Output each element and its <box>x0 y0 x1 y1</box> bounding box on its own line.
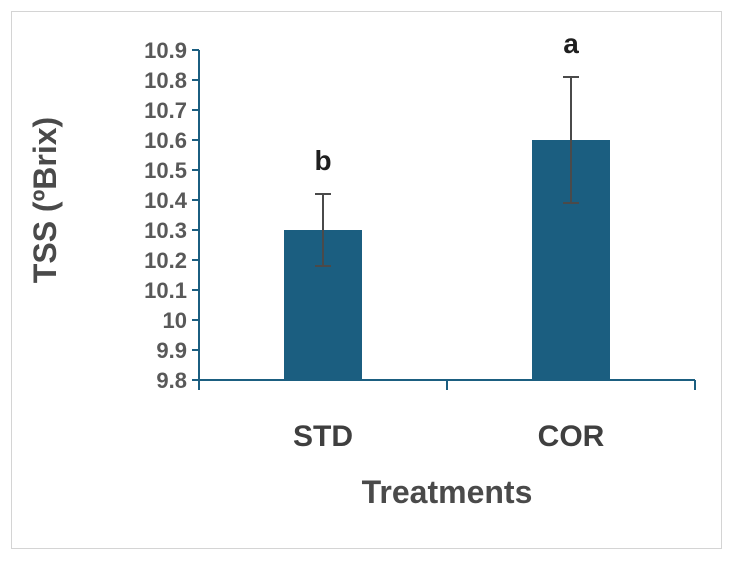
y-tick-label: 10.7 <box>144 98 187 123</box>
x-axis-title: Treatments <box>362 474 533 510</box>
y-tick-label: 10.8 <box>144 68 187 93</box>
y-tick-label: 10.2 <box>144 248 187 273</box>
y-tick-label: 10.4 <box>144 188 188 213</box>
x-category-label: STD <box>293 420 353 453</box>
y-tick-label: 9.9 <box>156 338 187 363</box>
y-tick-label: 10.5 <box>144 158 187 183</box>
y-axis-title: TSS (ºBrix) <box>27 117 63 283</box>
y-tick-label: 10.6 <box>144 128 187 153</box>
y-tick-label: 9.8 <box>156 368 187 393</box>
y-axis-ticks: 9.8 9.9 10 10.1 10.2 10.3 10.4 10.5 10.6 10.7 10.8… <box>144 38 188 393</box>
y-tick-label: 10.9 <box>144 38 187 63</box>
axes <box>192 49 696 390</box>
bars <box>284 140 610 380</box>
error-bars <box>315 76 579 267</box>
x-category-label: COR <box>538 420 605 453</box>
y-tick-label: 10 <box>163 308 187 333</box>
labels: STD b COR a <box>293 28 605 453</box>
significance-letter: a <box>563 28 579 59</box>
y-tick-label: 10.3 <box>144 218 187 243</box>
chart-frame <box>11 11 722 549</box>
significance-letter: b <box>314 145 331 176</box>
y-tick-label: 10.1 <box>144 278 187 303</box>
